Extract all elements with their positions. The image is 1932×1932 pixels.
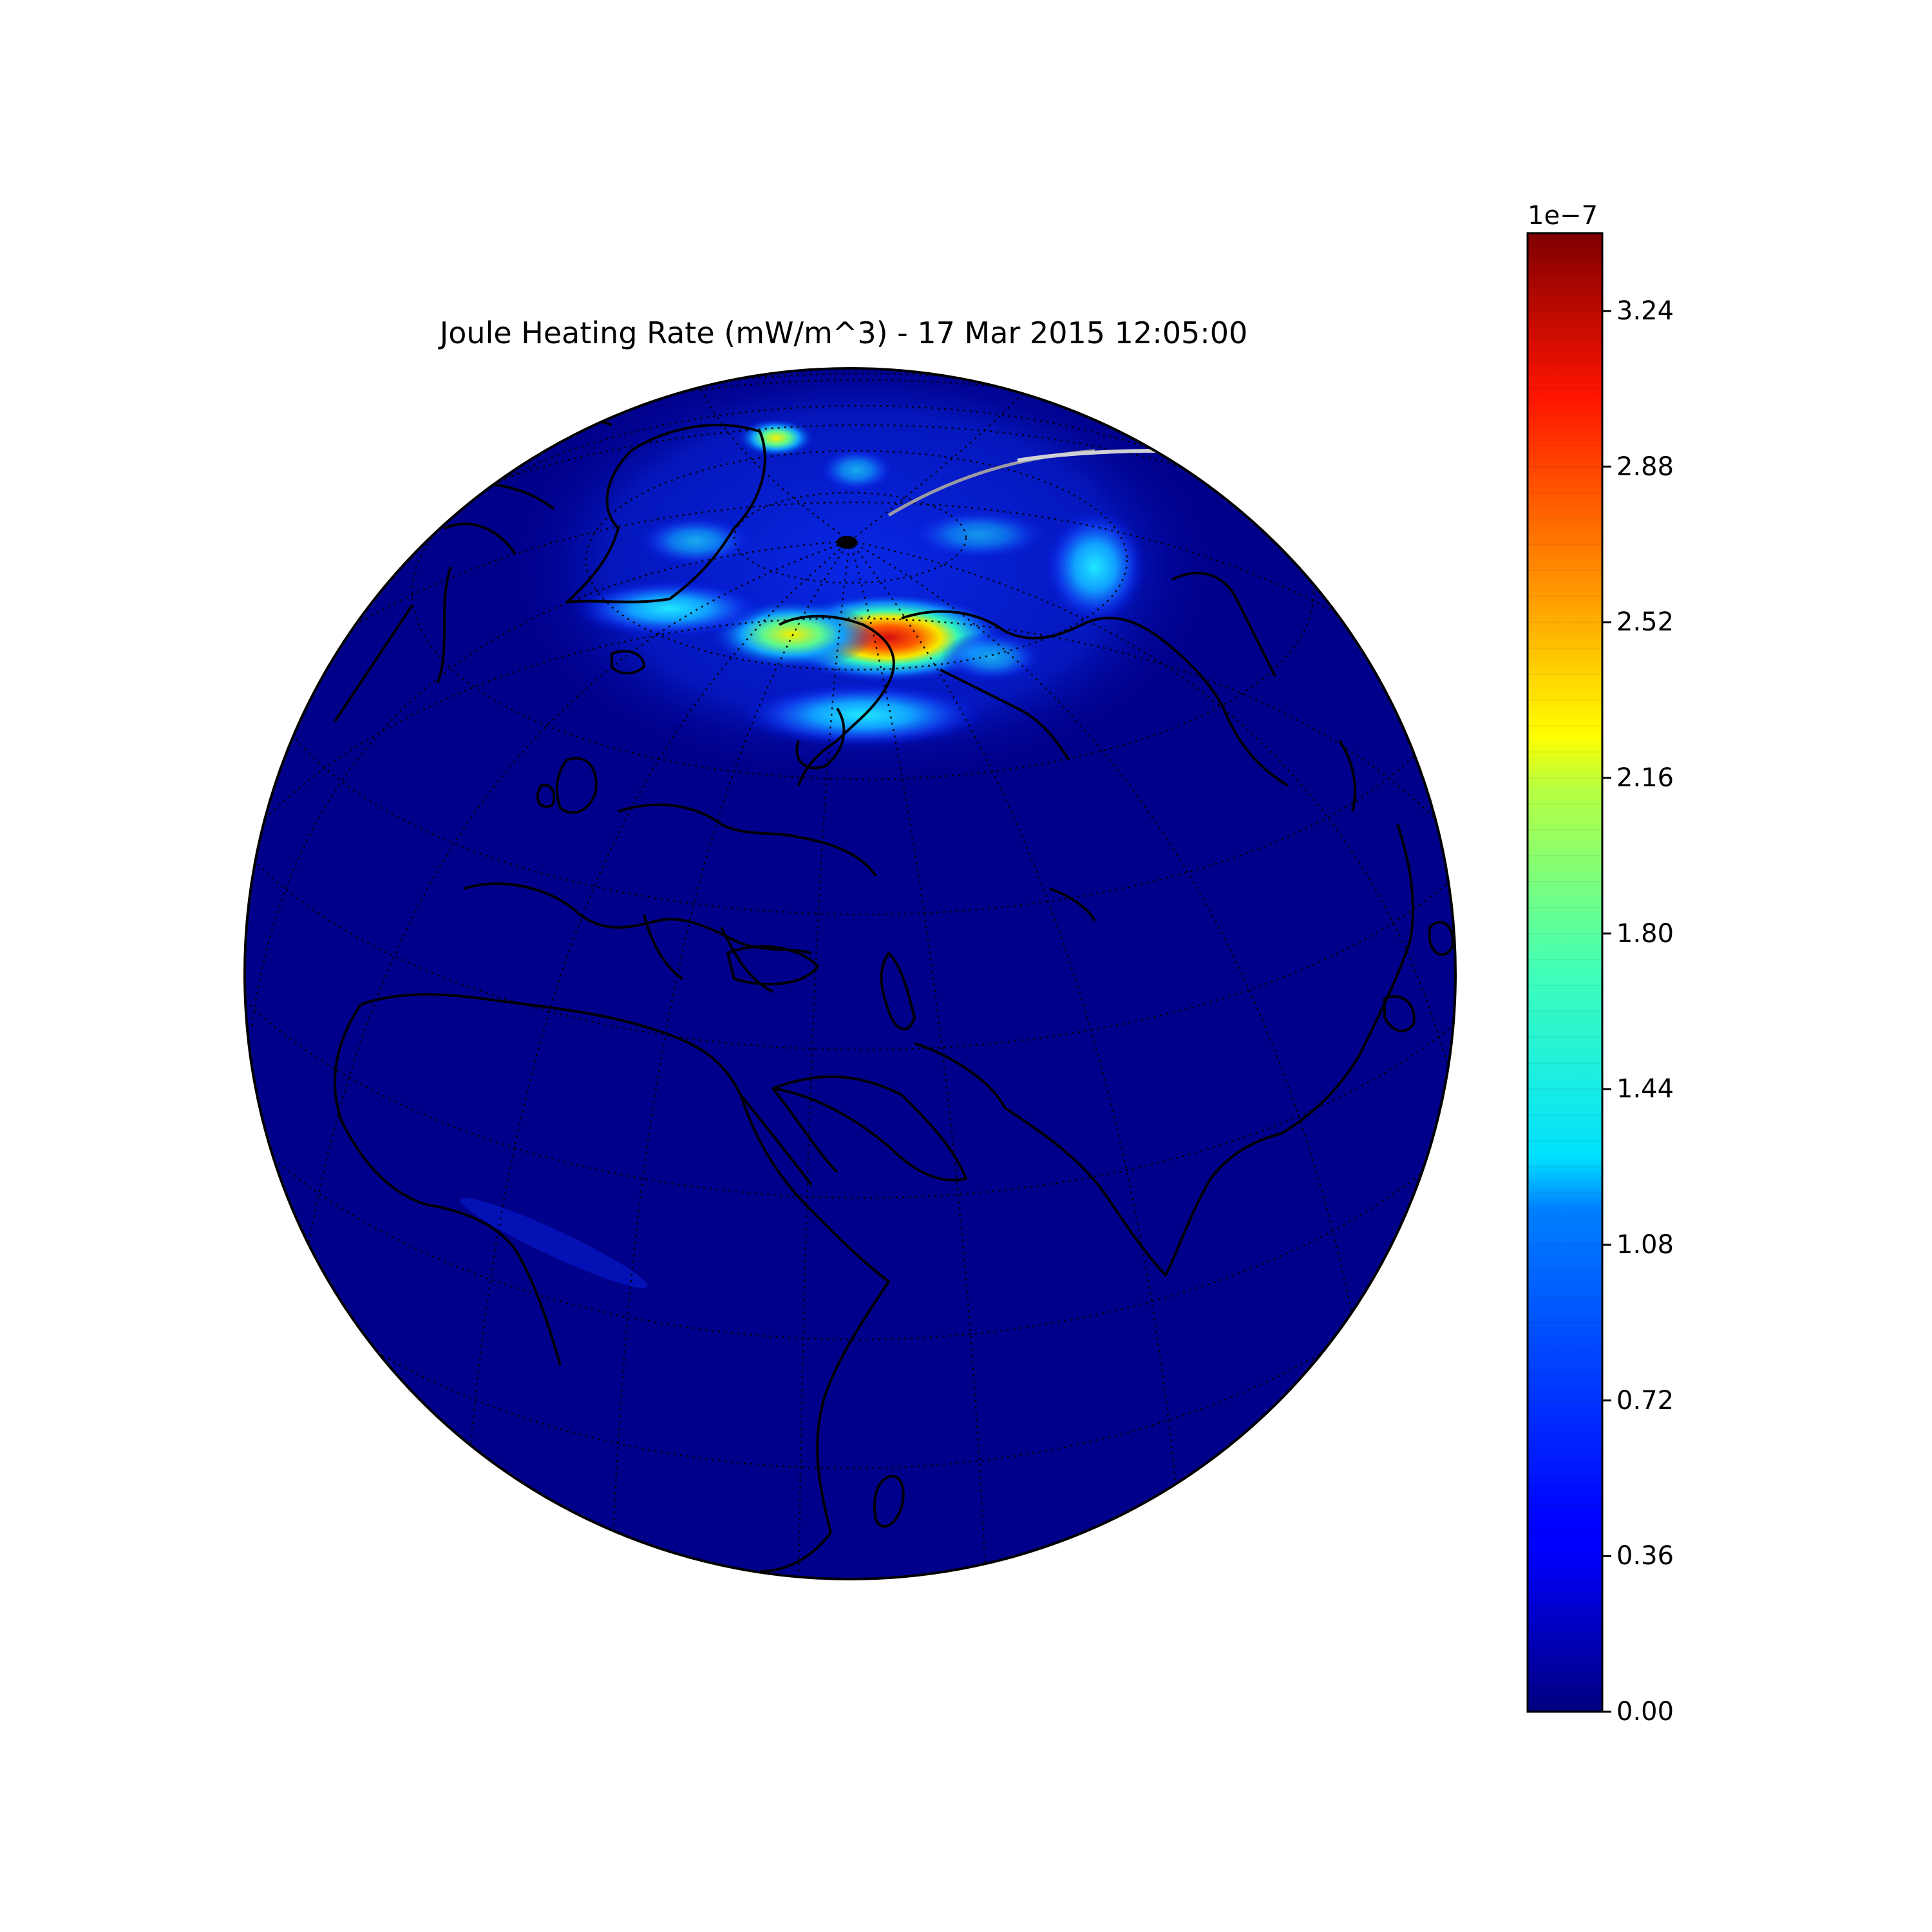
colorbar-tick-label: 2.88 [1616,451,1674,482]
colorbar-tick-label: 0.00 [1616,1697,1674,1727]
colorbar-tick-label: 0.72 [1616,1385,1674,1416]
north-pole-marker [837,536,857,549]
heating-patch-greenland-coast [573,580,766,638]
colorbar-tick-label: 3.24 [1616,296,1674,326]
map-title: Joule Heating Rate (mW/m^3) - 17 Mar 201… [439,316,1248,350]
heating-patch-north-canada [737,419,815,457]
graticule [245,372,1455,1579]
heating-patch-ural [940,631,1043,683]
colorbar-tick-label: 1.80 [1616,918,1674,949]
colorbar-frame [1526,232,1604,1713]
colorbar-gradient [1528,233,1602,1712]
colorbar-tick-label: 0.36 [1616,1541,1674,1571]
globe [243,367,1457,1580]
heating-faint-band [460,1197,648,1289]
colorbar-tick-label: 2.52 [1616,607,1674,638]
colorbar-tick-label: 1.44 [1616,1074,1674,1104]
colorbar-tick-label: 1.08 [1616,1229,1674,1260]
colorbar-ticks [1602,310,1611,1713]
coastlines [334,417,1454,1573]
colorbar-level-bands [1528,258,1602,1687]
colorbar-exponent-label: 1e−7 [1528,201,1598,231]
colorbar-tick-label: 2.16 [1616,762,1674,793]
heating-patch-pole [818,448,895,493]
globe-outline [243,367,1457,1580]
colorbar [1526,232,1611,1713]
terminator-arc-upper [1017,449,1160,462]
heating-patch-arctic-east [908,509,1050,560]
heating-patch-arctic-west [638,515,753,567]
